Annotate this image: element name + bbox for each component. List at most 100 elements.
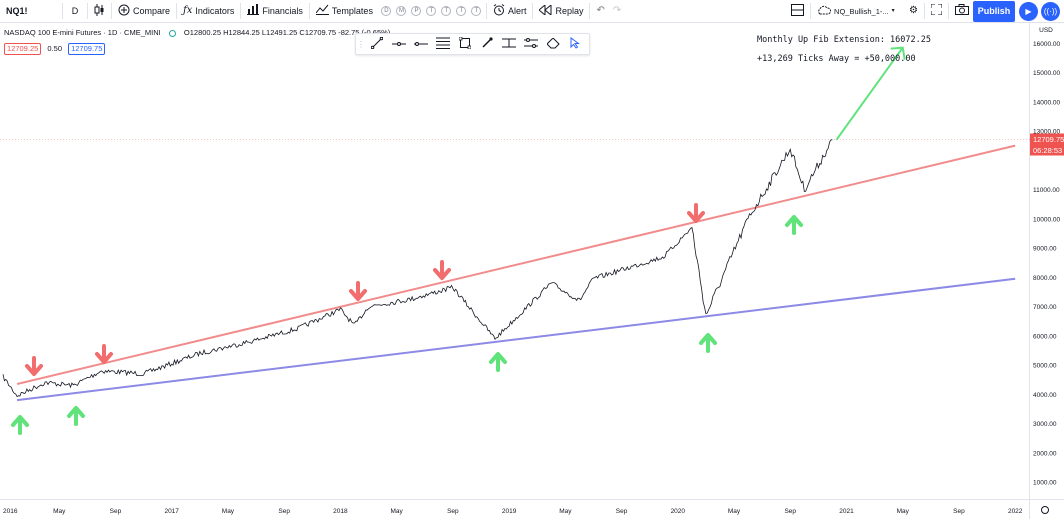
time-tick-label: May	[53, 508, 66, 515]
rectangle-icon	[458, 36, 472, 51]
resistance-trend-line[interactable]	[16, 144, 1016, 385]
arrow-head	[95, 352, 113, 364]
brush-tool-button[interactable]	[476, 34, 498, 54]
interval-label: D	[71, 6, 79, 16]
play-icon: ▶	[1025, 6, 1032, 16]
ohlc-values: O12800.25 H12844.25 L12491.25 C12709.75 …	[183, 28, 391, 37]
symbol-label: NQ1!	[6, 6, 28, 16]
trend-line-icon	[370, 36, 384, 51]
red-down-arrow-icon	[349, 281, 367, 301]
cursor-tool-button[interactable]	[564, 34, 586, 54]
price-tick-label: 13000.00	[1033, 129, 1060, 136]
time-tick-label: 2022	[1008, 508, 1023, 515]
fib-retracement-tool-button[interactable]	[432, 34, 454, 54]
divider	[924, 3, 925, 19]
divider	[111, 3, 112, 19]
divider	[532, 3, 534, 19]
template-chip[interactable]: T	[456, 6, 467, 16]
compare-button[interactable]: Compare	[114, 0, 174, 22]
date-range-tool-button[interactable]	[520, 34, 542, 54]
arrow-head	[699, 333, 717, 345]
template-chip[interactable]: T	[426, 6, 437, 16]
signal-arrows	[11, 203, 803, 435]
templates-button[interactable]: Templates	[312, 0, 377, 22]
support-trend-line[interactable]	[16, 277, 1016, 402]
broadcast-button[interactable]: ((·))	[1041, 1, 1060, 21]
symbol-search[interactable]: NQ1!	[0, 0, 60, 22]
price-tick-label: 1000.00	[1033, 480, 1057, 487]
arrow-head	[489, 352, 507, 364]
price-tick-label: 5000.00	[1033, 363, 1057, 370]
price-range-tool-button[interactable]	[498, 34, 520, 54]
snapshot-button[interactable]	[951, 0, 973, 22]
undo-button[interactable]: ↶	[592, 0, 608, 22]
publish-button[interactable]: Publish	[973, 0, 1015, 22]
fullscreen-button[interactable]	[927, 0, 946, 22]
price-tick-label: 6000.00	[1033, 333, 1057, 340]
eraser-tool-button[interactable]	[542, 34, 564, 54]
currency-label: USD	[1039, 27, 1053, 34]
horizontal-ray-tool-button[interactable]	[388, 34, 410, 54]
play-button[interactable]: ▶	[1019, 1, 1038, 21]
replay-button[interactable]: Replay	[535, 0, 587, 22]
interval-button[interactable]: D	[65, 0, 85, 22]
green-up-arrow-icon	[699, 333, 717, 353]
divider	[240, 3, 242, 19]
bid-price-button[interactable]: 12709.25	[4, 43, 42, 55]
alert-button[interactable]: Alert	[489, 0, 531, 22]
indicators-button[interactable]: ƒx Indicators	[179, 0, 238, 22]
time-tick-label: May	[897, 508, 910, 515]
template-chip[interactable]: D	[381, 6, 392, 16]
price-tick-label: 2000.00	[1033, 450, 1057, 457]
price-axis-ticks: 16000.00 15000.00 14000.00 13000.00 11000.00…	[1033, 41, 1060, 487]
axis-settings-button[interactable]	[1041, 506, 1049, 514]
time-tick-label: May	[222, 508, 235, 515]
alarm-clock-icon	[493, 3, 505, 19]
time-tick-label: May	[390, 508, 403, 515]
horizontal-line-tool-button[interactable]	[410, 34, 432, 54]
template-chip[interactable]: T	[441, 6, 452, 16]
fib-icon	[436, 37, 450, 51]
price-axis[interactable]	[1030, 23, 1064, 499]
saved-layout-button[interactable]: NQ_Bullish_1-... ▾	[813, 0, 905, 22]
symbol-title: NASDAQ 100 E-mini Futures · 1D · CME_MIN…	[4, 28, 161, 37]
time-tick-label: Sep	[616, 508, 628, 515]
drag-handle-icon[interactable]: ⋮	[357, 39, 365, 49]
arrow-head	[687, 211, 705, 223]
time-tick-label: 2020	[671, 508, 686, 515]
svg-text:06:28:53: 06:28:53	[1033, 146, 1062, 155]
plus-circle-icon	[118, 4, 130, 19]
broadcast-icon: ((·))	[1043, 6, 1058, 16]
template-favorites: D M P T T T T	[379, 6, 484, 16]
trend-line-tool-button[interactable]	[366, 34, 388, 54]
price-tick-label: 9000.00	[1033, 246, 1057, 253]
divider	[176, 3, 178, 19]
candles-icon	[94, 3, 105, 19]
projection-arrow[interactable]	[835, 46, 906, 141]
rectangle-tool-button[interactable]	[454, 34, 476, 54]
fib-extension-text: Monthly Up Fib Extension: 16072.25	[757, 35, 931, 45]
template-chip[interactable]: T	[471, 6, 482, 16]
layout-select-button[interactable]	[787, 0, 808, 22]
time-axis-ticks: 2016 May Sep 2017 May Sep 2018 May Sep 2019 May Sep…	[3, 508, 1023, 515]
last-price-label: 12709.75	[1030, 133, 1064, 145]
divider	[485, 3, 487, 19]
template-chip[interactable]: M	[396, 6, 407, 16]
template-chip[interactable]: P	[411, 6, 422, 16]
financials-button[interactable]: Financials	[243, 0, 307, 22]
chart-area[interactable]: NASDAQ 100 E-mini Futures · 1D · CME_MIN…	[0, 23, 1064, 519]
price-chart[interactable]: 16000.00 15000.00 14000.00 13000.00 11000.00…	[0, 23, 1064, 519]
divider	[308, 3, 310, 19]
projection-line	[835, 47, 904, 141]
ask-price-button[interactable]: 12709.75	[68, 43, 106, 55]
settings-button[interactable]: ⚙	[905, 0, 922, 22]
divider	[810, 3, 812, 19]
rewind-icon	[538, 3, 552, 18]
green-up-arrow-icon	[489, 352, 507, 372]
redo-button[interactable]: ↷	[609, 0, 625, 22]
redo-icon: ↷	[612, 5, 622, 16]
chart-style-button[interactable]	[90, 0, 109, 22]
gear-icon: ⚙	[909, 5, 918, 16]
price-tick-label: 4000.00	[1033, 392, 1057, 399]
layout-icon	[791, 3, 805, 19]
